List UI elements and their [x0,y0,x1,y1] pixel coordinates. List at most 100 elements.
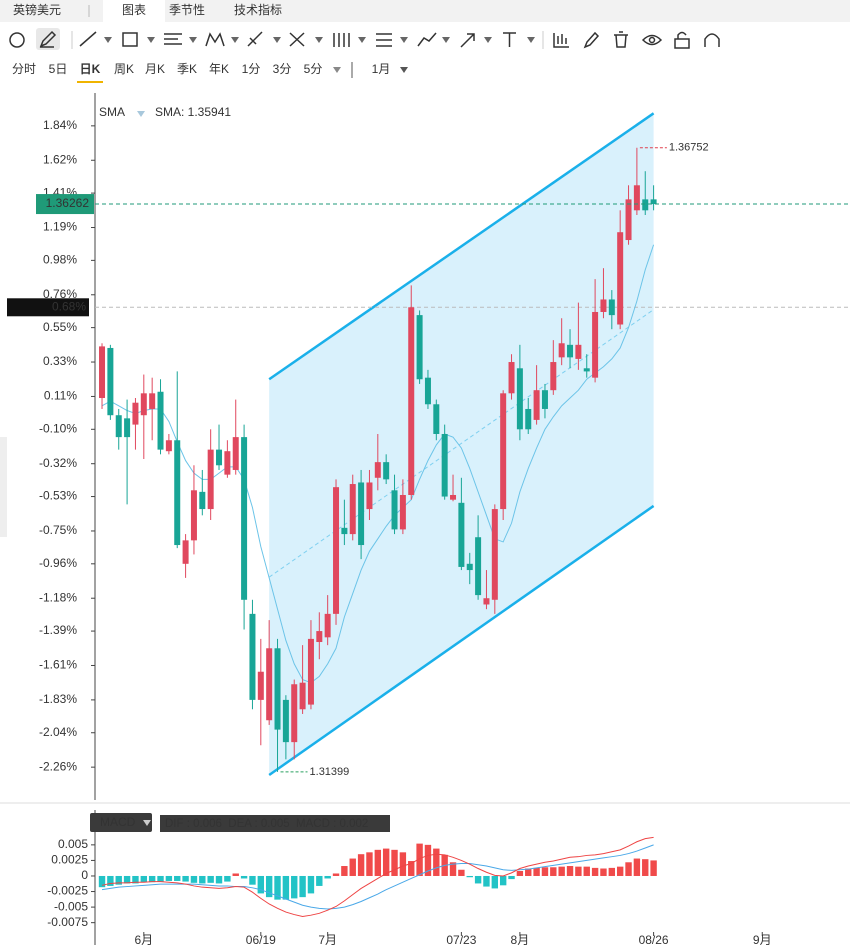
tool-icon[interactable] [39,30,57,48]
channel-fill [269,113,654,775]
macd-bar [382,848,390,876]
candle-body [525,408,532,430]
timeframe[interactable]: 1分 [242,62,261,76]
timeframe[interactable]: 季K [177,62,197,76]
tool-icon[interactable] [79,31,97,47]
dropdown-arrow[interactable] [400,67,408,73]
timeframe[interactable]: 3分 [273,62,292,76]
macd-bar [316,875,323,886]
macd-bar [391,849,398,876]
dropdown-arrow[interactable] [484,37,492,43]
tool-icon[interactable] [289,32,305,47]
timeframe[interactable]: 日K [80,62,101,76]
macd-bar [299,875,306,898]
dropdown-arrow[interactable] [400,37,408,43]
dropdown-arrow[interactable] [104,37,112,43]
macd-bar [274,875,281,900]
candle-body [650,199,657,205]
x-tick-label: 08/26 [639,933,669,945]
candle-body [625,199,632,241]
timeframe[interactable]: 月K [145,62,165,76]
candle-body [416,315,423,380]
candle-body [441,433,448,497]
candle-body [333,487,340,614]
candle-body [358,482,365,546]
macd-status-box [160,815,390,832]
dropdown-arrow[interactable] [231,37,239,43]
tool-icon[interactable] [205,32,225,47]
y-tick-label: -1.83% [39,692,77,706]
timeframe[interactable]: 年K [209,62,229,76]
tool-icon[interactable] [376,33,392,47]
candle-body [383,462,390,480]
dropdown-arrow[interactable] [442,37,450,43]
macd-bar [349,858,356,876]
candle-body [399,494,406,530]
tool-icon[interactable] [674,31,690,49]
high_marker-label: 1.36752 [669,142,709,154]
tool-icon[interactable] [704,33,720,47]
macd-bar [257,875,265,894]
macd-bar [366,852,373,876]
macd-bar [399,852,407,876]
y-tick-label: 1.62% [43,152,77,166]
candle-body [450,494,457,500]
dropdown-arrow[interactable] [143,820,151,826]
candle-body [592,311,599,378]
toolbar [9,28,720,50]
macd-bar [115,875,122,885]
macd-bar [550,867,557,876]
channel-upper [268,112,655,381]
candle-body [508,362,515,394]
tool-icon[interactable] [9,32,25,48]
macd-bar [533,867,540,876]
tool-icon[interactable] [164,33,182,45]
candle-body [182,540,189,564]
dropdown-arrow[interactable] [315,37,323,43]
macd-bar [424,844,432,876]
x-tick-label: 07/23 [446,933,476,945]
dropdown-arrow[interactable] [189,37,197,43]
tool-icon[interactable] [122,32,138,47]
side-handle[interactable] [0,437,7,537]
dropdown-arrow[interactable] [527,37,535,43]
tool-icon[interactable] [247,31,263,47]
candle-body [124,418,131,438]
candle-body [491,509,498,600]
tool-icon[interactable] [583,31,600,49]
crosshair-box [7,298,89,317]
dropdown-arrow[interactable] [358,37,366,43]
candle-body [199,491,206,510]
timeframe[interactable]: 分时 [12,62,36,76]
last-price-label: 1.36262 [46,196,90,210]
dropdown-arrow[interactable] [333,67,341,73]
macd-bar [291,875,298,899]
tool-icon[interactable] [614,31,628,48]
tool-icon[interactable] [333,33,350,47]
macd-bar [416,843,423,876]
macd-title[interactable]: MACD [100,815,136,829]
candle-body [475,537,482,596]
tool-icon[interactable] [503,32,516,47]
tool-icon[interactable] [460,33,475,48]
dropdown-arrow[interactable] [147,37,155,43]
timeframe[interactable]: 5分 [304,62,323,76]
tool-icon[interactable] [641,34,663,46]
macd-title-box[interactable] [90,813,152,832]
dropdown-arrow[interactable] [137,111,145,117]
tool-icon[interactable] [553,33,569,48]
timeframe[interactable]: 5日 [49,62,68,76]
candle-body [299,682,306,710]
tab[interactable]: 图表 [122,3,146,17]
dropdown-arrow[interactable] [273,37,281,43]
candle-body [157,391,164,450]
tool-icon[interactable] [417,32,437,47]
timeframe[interactable]: 周K [114,62,134,76]
candle-body [165,440,172,452]
tab[interactable]: 技术指标 [234,2,282,17]
macd-bar [215,875,223,884]
y-tick-label: 0.33% [43,354,77,368]
macd-bar [474,875,482,884]
tab[interactable]: 季节性 [169,3,205,17]
period[interactable]: 1月 [372,62,391,76]
